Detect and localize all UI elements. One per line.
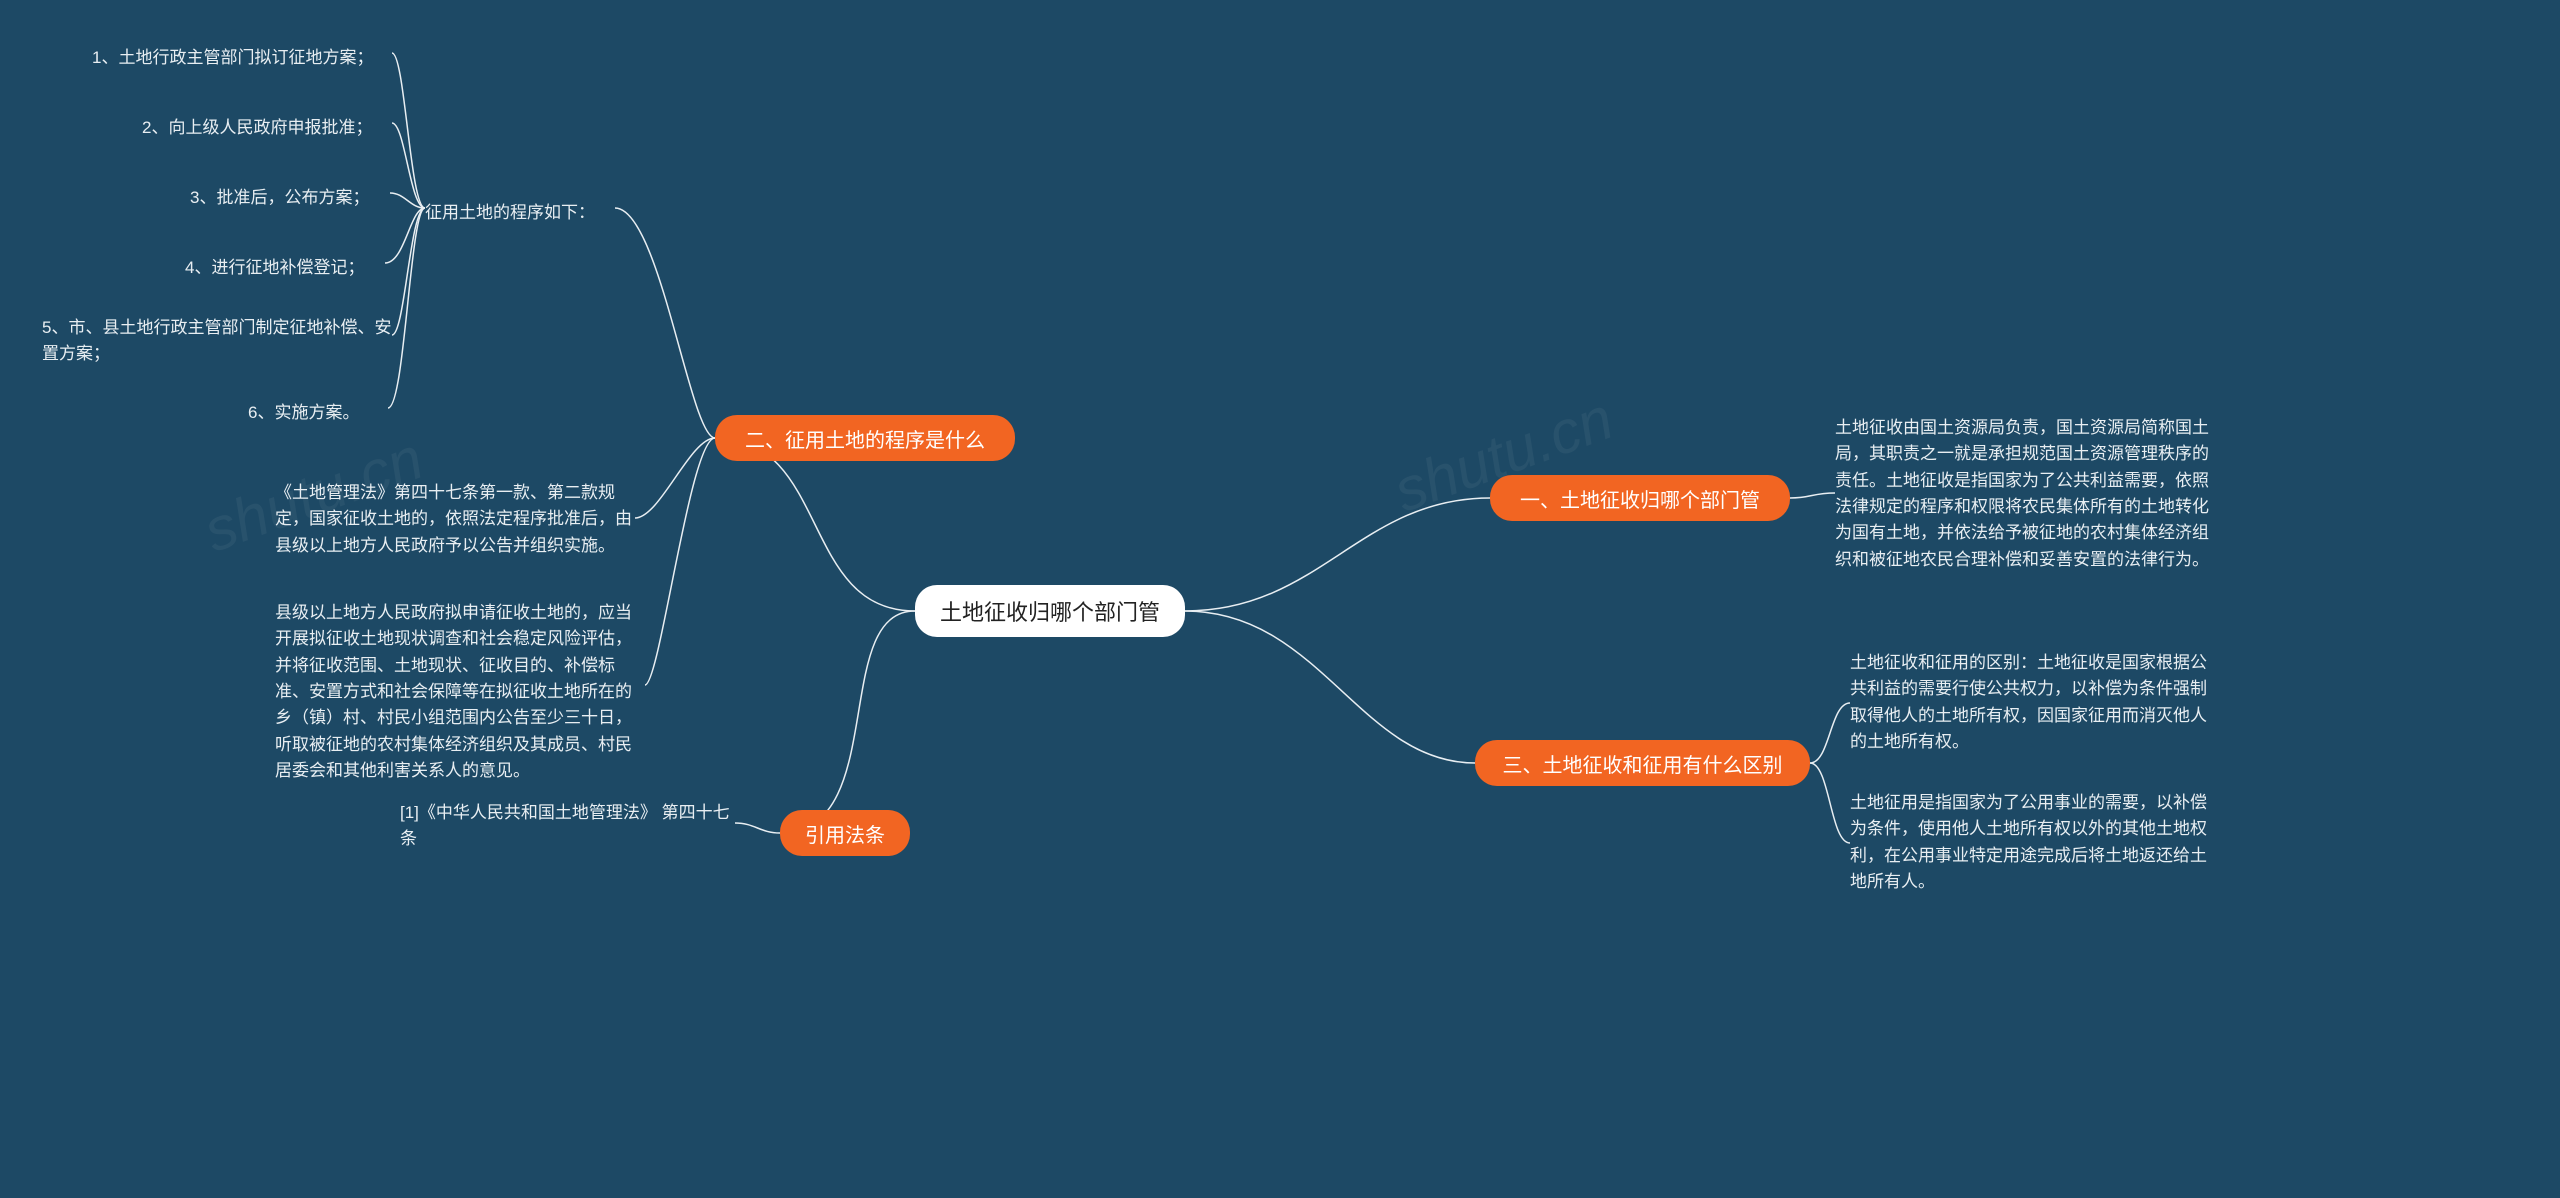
leaf-text: 土地征收由国土资源局负责，国土资源局简称国土局，其职责之一就是承担规范国土资源管… [1835,415,2210,573]
branch-node-2[interactable]: 二、征用土地的程序是什么 [715,415,1015,461]
leaf-text: 6、实施方案。 [248,400,388,426]
branch-node-1[interactable]: 一、土地征收归哪个部门管 [1490,475,1790,521]
branch-label: 三、土地征收和征用有什么区别 [1503,749,1783,778]
branch-node-3[interactable]: 三、土地征收和征用有什么区别 [1475,740,1810,786]
mindmap-connectors [0,0,2560,1198]
leaf-text: 1、土地行政主管部门拟订征地方案； [92,45,392,71]
sub-branch-label: 征用土地的程序如下： [425,200,615,226]
branch-label: 引用法条 [805,819,885,848]
branch-label: 二、征用土地的程序是什么 [745,424,985,453]
center-node[interactable]: 土地征收归哪个部门管 [915,585,1185,637]
leaf-text: 5、市、县土地行政主管部门制定征地补偿、安置方案； [42,315,392,368]
leaf-text: 2、向上级人民政府申报批准； [142,115,392,141]
center-label: 土地征收归哪个部门管 [940,595,1160,627]
branch-label: 一、土地征收归哪个部门管 [1520,484,1760,513]
leaf-text: 县级以上地方人民政府拟申请征收土地的，应当开展拟征收土地现状调查和社会稳定风险评… [275,600,645,784]
leaf-text: 4、进行征地补偿登记； [185,255,385,281]
leaf-text: 《土地管理法》第四十七条第一款、第二款规定，国家征收土地的，依照法定程序批准后，… [275,480,635,559]
branch-node-4[interactable]: 引用法条 [780,810,910,856]
leaf-text: [1]《中华人民共和国土地管理法》 第四十七条 [400,800,735,853]
leaf-text: 3、批准后，公布方案； [190,185,390,211]
leaf-text: 土地征用是指国家为了公用事业的需要，以补偿为条件，使用他人土地所有权以外的其他土… [1850,790,2215,895]
leaf-text: 土地征收和征用的区别：土地征收是国家根据公共利益的需要行使公共权力，以补偿为条件… [1850,650,2215,755]
